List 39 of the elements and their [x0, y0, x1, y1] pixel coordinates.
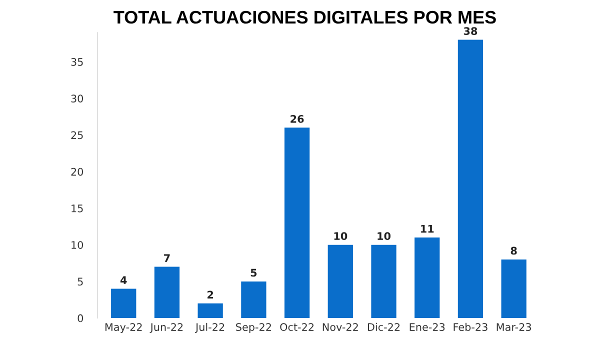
x-tick-label: Jul-22: [195, 322, 224, 333]
x-tick-label: Oct-22: [280, 323, 314, 331]
bar: [111, 288, 136, 318]
y-tick-label: 5: [78, 278, 83, 286]
data-label: 10: [334, 232, 348, 240]
data-label: 2: [208, 290, 214, 298]
bar: [458, 40, 484, 318]
x-tick-label: Feb-23: [454, 322, 488, 331]
x-tick-label: Ene-23: [410, 323, 445, 331]
data-label: 8: [510, 246, 517, 255]
bar: [241, 281, 266, 318]
x-tick-label: Jun-22: [150, 323, 183, 333]
y-tick-label: 15: [72, 204, 83, 212]
bar: [154, 266, 180, 318]
y-tick-label: 20: [71, 168, 84, 176]
data-label: 11: [421, 224, 434, 233]
data-label: 38: [464, 27, 478, 36]
data-label: 4: [120, 276, 127, 284]
bar: [198, 303, 223, 318]
bar: [371, 244, 396, 318]
x-tick-label: May-22: [105, 323, 142, 333]
x-tick-label: Dic-22: [368, 322, 400, 331]
y-tick-label: 10: [72, 241, 84, 249]
y-tick-label: 30: [71, 94, 84, 102]
x-tick-label: Mar-23: [496, 323, 531, 331]
bar: [414, 238, 440, 318]
x-tick-label: Sep-22: [236, 323, 271, 333]
bar: [501, 259, 526, 318]
bar: [284, 128, 310, 318]
y-tick-label: 25: [71, 131, 83, 140]
y-tick-label: 0: [78, 314, 84, 322]
y-tick-label: 35: [71, 58, 83, 66]
bar: [328, 244, 353, 318]
data-label: 10: [378, 232, 391, 240]
data-label: 5: [250, 268, 257, 277]
x-tick-label: Nov-22: [322, 323, 358, 331]
chart-title: TOTAL ACTUACIONES DIGITALES POR MES: [114, 10, 496, 24]
data-label: 26: [290, 115, 304, 123]
data-label: 7: [164, 254, 170, 262]
